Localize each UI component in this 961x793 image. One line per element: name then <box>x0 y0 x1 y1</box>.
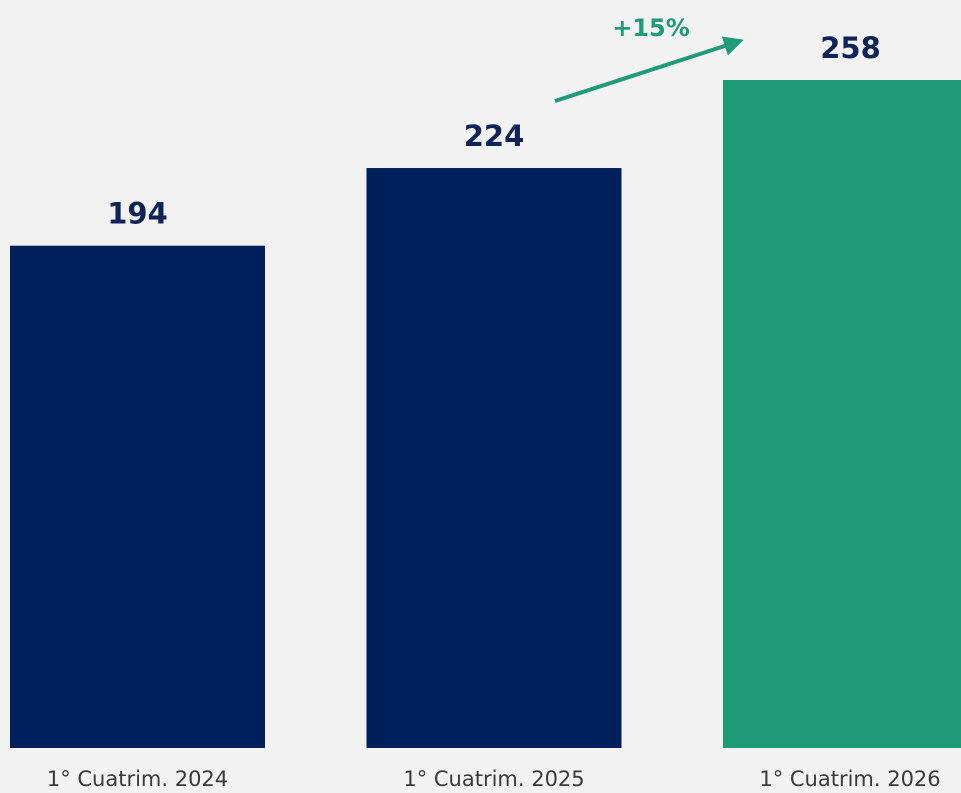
arrow <box>554 36 744 103</box>
value-label: 194 <box>107 197 168 231</box>
annotation: +15% <box>612 14 690 42</box>
bar <box>366 168 622 748</box>
bar <box>723 80 961 748</box>
x-tick-label: 1° Cuatrim. 2024 <box>47 767 228 791</box>
value-label: 224 <box>464 119 525 153</box>
x-tick-label: 1° Cuatrim. 2026 <box>759 767 940 791</box>
x-tick-label: 1° Cuatrim. 2025 <box>403 767 584 791</box>
bar <box>10 245 265 748</box>
value-label: 258 <box>820 31 881 65</box>
